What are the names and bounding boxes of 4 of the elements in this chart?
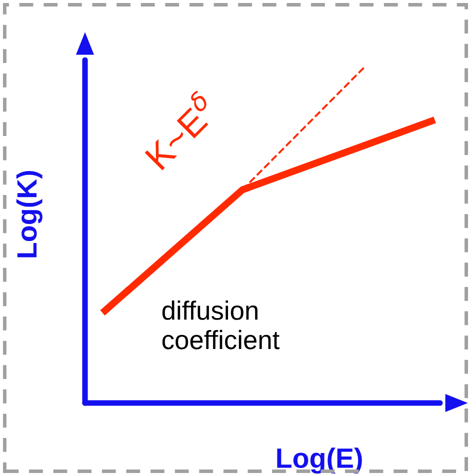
annotation: diffusion coefficient xyxy=(162,300,280,350)
annotation: K~E$^{δ}$ xyxy=(139,90,220,170)
x-axis-title: Log(E) xyxy=(277,448,362,474)
y-axis-title: Log(K) xyxy=(16,170,42,258)
